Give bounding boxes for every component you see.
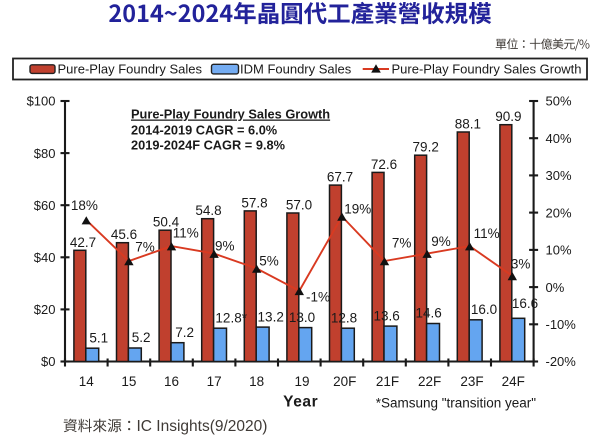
svg-text:$40: $40 bbox=[34, 250, 56, 265]
svg-text:11%: 11% bbox=[474, 226, 500, 241]
svg-text:19%: 19% bbox=[344, 202, 371, 217]
svg-text:90.9: 90.9 bbox=[495, 109, 521, 124]
svg-text:10%: 10% bbox=[546, 243, 572, 258]
svg-text:12.8*: 12.8* bbox=[215, 310, 247, 325]
svg-text:IDM Foundry Sales: IDM Foundry Sales bbox=[240, 62, 352, 77]
svg-text:15: 15 bbox=[121, 374, 136, 389]
svg-text:22F: 22F bbox=[418, 374, 441, 389]
svg-text:11%: 11% bbox=[173, 226, 199, 241]
svg-text:40%: 40% bbox=[546, 131, 572, 146]
svg-text:2019-2024F CAGR = 9.8%: 2019-2024F CAGR = 9.8% bbox=[131, 138, 286, 153]
svg-text:57.8: 57.8 bbox=[241, 195, 267, 210]
svg-text:13.6: 13.6 bbox=[373, 308, 399, 323]
svg-text:14.6: 14.6 bbox=[415, 306, 441, 321]
svg-text:50%: 50% bbox=[546, 94, 572, 109]
svg-text:5.1: 5.1 bbox=[89, 330, 108, 345]
svg-text:12.8: 12.8 bbox=[331, 310, 357, 325]
svg-text:-10%: -10% bbox=[546, 317, 577, 332]
svg-text:Pure-Play Foundry Sales: Pure-Play Foundry Sales bbox=[58, 62, 203, 77]
svg-text:Pure-Play Foundry Sales Growth: Pure-Play Foundry Sales Growth bbox=[392, 62, 582, 77]
svg-text:IC Insights(9/2020): IC Insights(9/2020) bbox=[137, 418, 268, 435]
svg-text:$60: $60 bbox=[34, 198, 56, 213]
svg-text:5.2: 5.2 bbox=[132, 330, 151, 345]
svg-text:18: 18 bbox=[249, 374, 264, 389]
svg-text:24F: 24F bbox=[502, 374, 525, 389]
svg-text:16.6: 16.6 bbox=[512, 296, 538, 311]
svg-text:7%: 7% bbox=[135, 240, 155, 255]
svg-text:Pure-Play Foundry Sales Growth: Pure-Play Foundry Sales Growth bbox=[131, 107, 330, 122]
svg-text:23F: 23F bbox=[460, 374, 483, 389]
svg-text:67.7: 67.7 bbox=[327, 170, 353, 185]
svg-text:13.2: 13.2 bbox=[258, 309, 284, 324]
svg-text:5%: 5% bbox=[259, 254, 279, 269]
svg-text:16: 16 bbox=[164, 374, 179, 389]
svg-text:$20: $20 bbox=[34, 302, 56, 317]
svg-text:42.7: 42.7 bbox=[70, 235, 96, 250]
svg-text:20F: 20F bbox=[333, 374, 356, 389]
svg-text:9%: 9% bbox=[215, 239, 235, 254]
svg-text:7%: 7% bbox=[392, 235, 412, 250]
svg-text:18%: 18% bbox=[71, 198, 98, 213]
svg-text:45.6: 45.6 bbox=[111, 227, 137, 242]
svg-text:57.0: 57.0 bbox=[286, 198, 312, 213]
svg-text:Year: Year bbox=[283, 393, 318, 410]
svg-text:88.1: 88.1 bbox=[455, 117, 481, 132]
svg-text:7.2: 7.2 bbox=[175, 325, 194, 340]
svg-text:3%: 3% bbox=[511, 257, 531, 272]
svg-text:$100: $100 bbox=[27, 94, 56, 109]
svg-text:19: 19 bbox=[294, 374, 309, 389]
svg-text:*Samsung "transition year": *Samsung "transition year" bbox=[376, 395, 537, 410]
svg-text:20%: 20% bbox=[546, 205, 572, 220]
svg-text:16.0: 16.0 bbox=[471, 302, 497, 317]
svg-text:13.0: 13.0 bbox=[289, 310, 315, 325]
svg-text:$0: $0 bbox=[41, 354, 55, 369]
svg-text:-1%: -1% bbox=[306, 290, 330, 305]
svg-text:21F: 21F bbox=[376, 374, 399, 389]
svg-text:72.6: 72.6 bbox=[371, 157, 397, 172]
svg-text:54.8: 54.8 bbox=[195, 203, 221, 218]
svg-text:9%: 9% bbox=[431, 234, 451, 249]
svg-text:0%: 0% bbox=[546, 280, 565, 295]
svg-text:2014-2019 CAGR = 6.0%: 2014-2019 CAGR = 6.0% bbox=[131, 123, 278, 138]
svg-text:-20%: -20% bbox=[546, 354, 577, 369]
svg-text:14: 14 bbox=[79, 374, 95, 389]
svg-text:30%: 30% bbox=[546, 168, 572, 183]
svg-text:17: 17 bbox=[207, 374, 222, 389]
svg-text:79.2: 79.2 bbox=[413, 140, 439, 155]
svg-text:50.4: 50.4 bbox=[153, 215, 180, 230]
svg-text:$80: $80 bbox=[34, 146, 56, 161]
